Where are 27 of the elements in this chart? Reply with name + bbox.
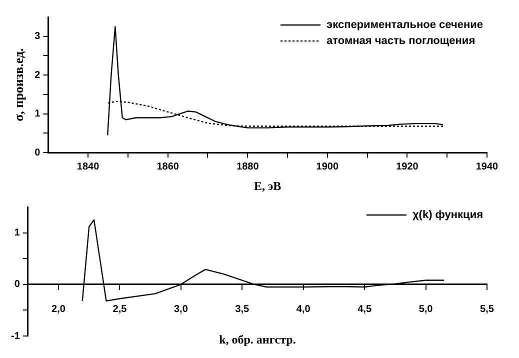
x-tick-label: 1940 — [476, 161, 499, 172]
y-tick-label: 3 — [34, 31, 41, 42]
x-tick-label: 4,0 — [296, 304, 311, 316]
x-tick-label: 2,0 — [52, 304, 66, 316]
x-tick-label: 1880 — [236, 161, 260, 172]
y-tick-label: 0 — [34, 147, 41, 158]
y-axis-title: σ, произв.ед. — [11, 48, 26, 122]
x-tick-label: 1860 — [156, 161, 180, 172]
x-tick-label: 1840 — [76, 161, 100, 172]
y-tick-label: 0 — [14, 279, 20, 290]
x-tick-label: 5,5 — [480, 304, 494, 316]
y-tick-label: 1 — [14, 228, 20, 239]
x-axis-title: E, эВ — [254, 178, 282, 193]
x-axis-title: k, обр. ангстр. — [219, 332, 296, 346]
legend-label: атомная часть поглощения — [326, 35, 476, 48]
x-tick-label: 3,5 — [235, 304, 250, 316]
x-tick-label: 1900 — [316, 161, 339, 172]
x-tick-label: 3,0 — [174, 304, 188, 316]
y-tick-label: -1 — [10, 330, 20, 342]
x-tick-label: 5,0 — [418, 304, 434, 316]
x-tick-label: 1920 — [396, 161, 419, 172]
legend-label: экспериментальное сечение — [326, 19, 484, 32]
y-tick-label: 2 — [34, 70, 41, 81]
x-tick-label: 2,5 — [112, 304, 128, 316]
y-tick-label: 1 — [34, 108, 41, 120]
legend-label: χ(k) функция — [412, 209, 484, 222]
x-tick-label: 4,5 — [358, 304, 372, 316]
